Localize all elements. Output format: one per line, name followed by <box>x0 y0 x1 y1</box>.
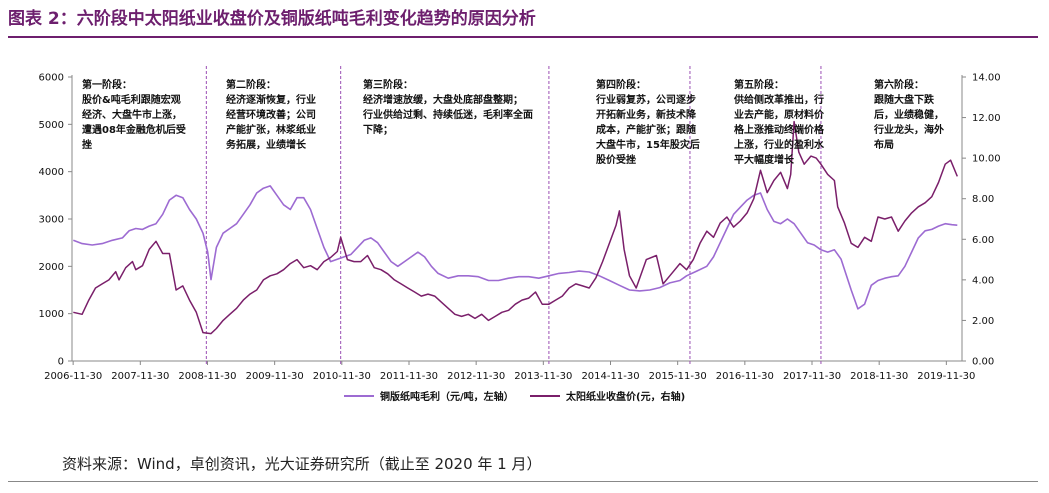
margin-series-line <box>73 185 958 310</box>
legend-margin-label: 铜版纸吨毛利（元/吨，左轴） <box>380 390 514 403</box>
right-tick-label: 0.00 <box>972 357 994 368</box>
x-tick-label: 2007-11-30 <box>111 371 169 382</box>
right-tick-label: 12.00 <box>972 113 1001 124</box>
x-tick-label: 2013-11-30 <box>514 371 572 382</box>
x-tick-label: 2016-11-30 <box>716 371 774 382</box>
x-tick-label: 2006-11-30 <box>44 371 102 382</box>
phase-annotation-line: 第六阶段： <box>874 78 924 91</box>
phase-annotation-line: 成本，产能扩张；跟随 <box>596 123 696 136</box>
phase-annotation-line: 第四阶段： <box>596 78 646 91</box>
right-tick-label: 6.00 <box>972 235 994 246</box>
phase-annotation-line: 第二阶段： <box>226 78 276 91</box>
phase-annotation-line: 后，业绩稳健， <box>874 108 944 121</box>
phase-annotation-line: 股价&吨毛利跟随宏观 <box>82 93 181 106</box>
x-tick-label: 2009-11-30 <box>246 371 304 382</box>
phase-annotation-line: 布局 <box>874 138 894 151</box>
phase-annotation: 第三阶段： 经济增速放缓，大盘处底部盘整期； 行业供给过剩、持续低迷，毛利率全面下降… <box>362 78 533 136</box>
phase-annotation-line: 挫 <box>82 138 92 151</box>
right-tick-label: 2.00 <box>972 316 994 327</box>
phase-annotation-line: 开拓新业务，新技术降 <box>596 108 697 121</box>
phase-annotation-line: 平大幅度增长 <box>734 153 795 166</box>
phase-annotation-line: 务拓展，业绩增长 <box>226 138 307 151</box>
phase-annotation-line: 第三阶段： <box>363 78 413 91</box>
x-tick-label: 2015-11-30 <box>649 371 707 382</box>
phase-annotation-line: 供给侧改革推出，行 <box>733 93 824 106</box>
left-tick-label: 4000 <box>39 167 64 178</box>
chart-axes: 0 1000 2000 3000 4000 5000 6000 0.00 2.00 4.00 6.0… <box>39 73 1001 383</box>
phase-annotation-line: 经营环境改善；公司 <box>226 108 316 121</box>
phase-annotation-line: 经济增速放缓，大盘处底部盘整期； <box>363 93 523 106</box>
left-tick-label: 6000 <box>39 73 64 84</box>
x-tick-label: 2018-11-30 <box>850 371 908 382</box>
x-tick-label: 2010-11-30 <box>313 371 371 382</box>
phase-annotation-line: 业去产能，原材料价 <box>734 108 825 121</box>
source-note: 资料来源：Wind，卓创资讯，光大证券研究所（截止至 2020 年 1 月） <box>62 455 542 473</box>
left-tick-label: 0 <box>58 357 64 368</box>
x-tick-label: 2008-11-30 <box>178 371 236 382</box>
left-tick-label: 2000 <box>39 262 64 273</box>
phase-annotation-line: 经济逐渐恢复，行业 <box>226 93 316 106</box>
figure-title: 图表 2：六阶段中太阳纸业收盘价及铜版纸吨毛利变化趋势的原因分析 <box>8 9 536 29</box>
x-tick-label: 2017-11-30 <box>783 371 841 382</box>
chart-legend: 铜版纸吨毛利（元/吨，左轴） 太阳纸业收盘价(元，右轴) <box>344 390 685 403</box>
phase-annotation-line: 产能扩张，林浆纸业 <box>226 123 316 136</box>
phase-annotation: 第五阶段： 供给侧改革推出，行业去产能，原材料价格上涨推动终端价格上涨，行业的盈利… <box>733 78 825 166</box>
right-tick-label: 4.00 <box>972 275 994 286</box>
x-tick-label: 2011-11-30 <box>380 371 438 382</box>
x-tick-label: 2019-11-30 <box>917 371 975 382</box>
price-series-line <box>73 120 958 335</box>
left-tick-label: 5000 <box>39 120 64 131</box>
left-tick-label: 3000 <box>39 215 64 226</box>
phase-annotation-line: 第一阶段： <box>82 78 132 91</box>
right-tick-label: 10.00 <box>972 154 1001 165</box>
phase-annotation-line: 上涨，行业的盈利水 <box>734 138 825 151</box>
title-rule <box>8 36 1038 38</box>
series-lines <box>73 120 958 335</box>
phase-annotation-line: 经济、大盘牛市上涨， <box>82 108 182 121</box>
phase-annotation-line: 股价受挫 <box>596 153 636 166</box>
phase-annotation-line: 行业弱复苏，公司逐步 <box>595 93 696 106</box>
phase-annotation-line: 第五阶段： <box>734 78 784 91</box>
right-tick-label: 8.00 <box>972 194 994 205</box>
x-tick-label: 2014-11-30 <box>581 371 639 382</box>
phase-annotation: 第四阶段： 行业弱复苏，公司逐步开拓新业务，新技术降成本，产能扩张；跟随大盘牛市，… <box>595 78 700 166</box>
phase-annotation-line: 遭遇08年金融危机后受 <box>82 123 186 136</box>
phase-annotation-line: 下降； <box>363 123 393 136</box>
phase-annotation-line: 行业龙头，海外 <box>873 123 944 136</box>
legend-price-label: 太阳纸业收盘价(元，右轴) <box>565 390 685 403</box>
right-tick-label: 14.00 <box>972 73 1001 84</box>
phase-annotation-line: 行业供给过剩、持续低迷，毛利率全面 <box>362 108 533 121</box>
line-chart: 0 1000 2000 3000 4000 5000 6000 0.00 2.00 4.00 6.0… <box>39 66 1001 403</box>
phase-annotation-line: 跟随大盘下跌 <box>874 93 935 106</box>
phase-annotation-line: 大盘牛市，15年股灾后 <box>596 138 700 151</box>
bottom-rule <box>8 481 1038 482</box>
phase-annotation-line: 格上涨推动终端价格 <box>734 123 825 136</box>
left-tick-label: 1000 <box>39 309 64 320</box>
x-tick-label: 2012-11-30 <box>447 371 505 382</box>
